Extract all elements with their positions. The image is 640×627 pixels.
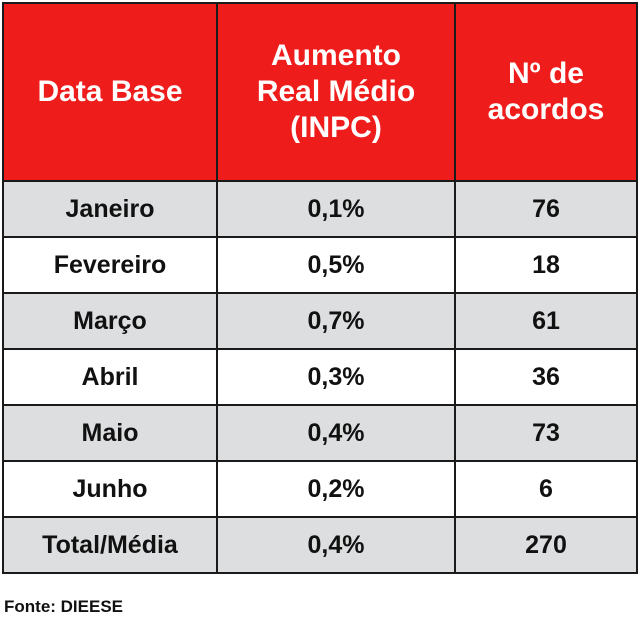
cell-acordos: 76 bbox=[454, 180, 638, 238]
table-header: Data Base Aumento Real Médio (INPC) Nº d… bbox=[2, 2, 638, 182]
table-row: Maio 0,4% 73 bbox=[2, 404, 638, 462]
table-row: Abril 0,3% 36 bbox=[2, 348, 638, 406]
table-row: Junho 0,2% 6 bbox=[2, 460, 638, 518]
cell-aumento: 0,4% bbox=[216, 516, 456, 574]
cell-aumento: 0,3% bbox=[216, 348, 456, 406]
data-table: Data Base Aumento Real Médio (INPC) Nº d… bbox=[2, 2, 638, 574]
cell-data-base: Janeiro bbox=[2, 180, 218, 238]
table-row: Fevereiro 0,5% 18 bbox=[2, 236, 638, 294]
total-row: Total/Média 0,4% 270 bbox=[2, 516, 638, 574]
source-note: Fonte: DIEESE bbox=[4, 597, 124, 616]
cell-data-base: Junho bbox=[2, 460, 218, 518]
cell-acordos: 61 bbox=[454, 292, 638, 350]
cell-aumento: 0,5% bbox=[216, 236, 456, 294]
header-line: Aumento bbox=[271, 39, 401, 72]
header-data-base: Data Base bbox=[2, 2, 218, 182]
cell-aumento: 0,2% bbox=[216, 460, 456, 518]
table-row: Março 0,7% 61 bbox=[2, 292, 638, 350]
cell-aumento: 0,7% bbox=[216, 292, 456, 350]
header-line: (INPC) bbox=[290, 111, 382, 144]
cell-acordos: 18 bbox=[454, 236, 638, 294]
cell-data-base: Maio bbox=[2, 404, 218, 462]
cell-data-base: Total/Média bbox=[2, 516, 218, 574]
cell-acordos: 270 bbox=[454, 516, 638, 574]
header-row: Data Base Aumento Real Médio (INPC) Nº d… bbox=[2, 2, 638, 182]
table-container: Data Base Aumento Real Médio (INPC) Nº d… bbox=[2, 2, 638, 574]
table-body: Janeiro 0,1% 76 Fevereiro 0,5% 18 Março 0,7% 61 A… bbox=[2, 180, 638, 574]
header-line: Nº de bbox=[508, 57, 584, 90]
cell-aumento: 0,4% bbox=[216, 404, 456, 462]
header-line: acordos bbox=[487, 93, 605, 126]
header-line: Real Médio bbox=[256, 75, 416, 108]
cell-data-base: Fevereiro bbox=[2, 236, 218, 294]
cell-data-base: Março bbox=[2, 292, 218, 350]
cell-acordos: 73 bbox=[454, 404, 638, 462]
cell-acordos: 6 bbox=[454, 460, 638, 518]
header-aumento-real-medio: Aumento Real Médio (INPC) bbox=[216, 2, 456, 182]
cell-aumento: 0,1% bbox=[216, 180, 456, 238]
cell-acordos: 36 bbox=[454, 348, 638, 406]
header-numero-acordos: Nº de acordos bbox=[454, 2, 638, 182]
header-line: Data Base bbox=[37, 75, 183, 108]
table-row: Janeiro 0,1% 76 bbox=[2, 180, 638, 238]
cell-data-base: Abril bbox=[2, 348, 218, 406]
